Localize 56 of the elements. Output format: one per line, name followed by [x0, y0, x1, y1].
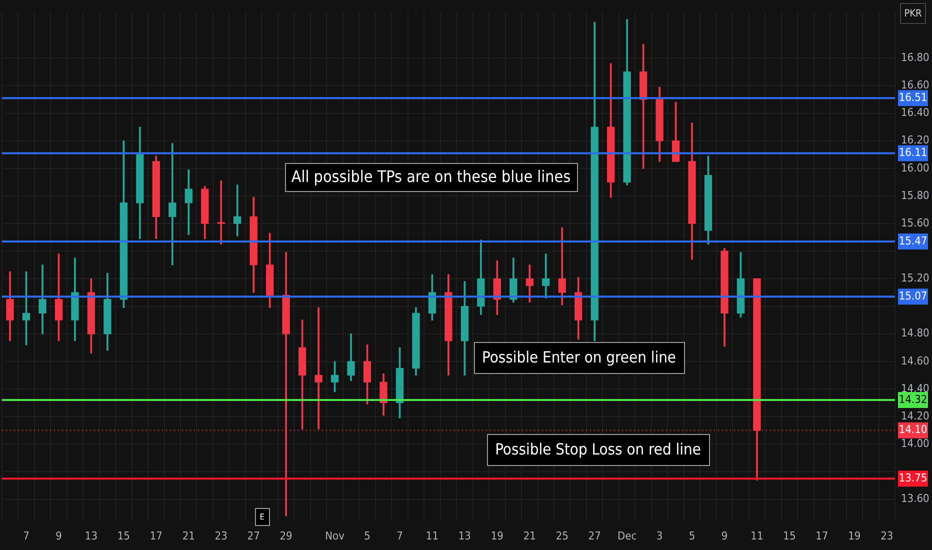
annotation: E	[260, 512, 265, 522]
x-tick-label: 15	[117, 529, 130, 542]
candlestick	[217, 180, 225, 245]
annotation: Possible Stop Loss on red line	[495, 440, 701, 459]
y-axis-title: PKR	[904, 8, 922, 20]
x-tick-label: 21	[182, 529, 195, 542]
x-tick-label: 11	[750, 529, 764, 542]
candlestick	[168, 143, 176, 266]
y-tick-label: 15.20	[901, 272, 930, 285]
x-tick-label: 29	[280, 529, 292, 542]
x-tick-label: 19	[490, 529, 504, 542]
y-tick-label: 16.80	[901, 50, 930, 64]
ref-line-label: 14.32	[898, 392, 928, 406]
annotation: All possible TPs are on these blue lines	[291, 167, 571, 186]
annotation: Possible Enter on green line	[482, 348, 676, 367]
x-tick-label: 7	[396, 529, 403, 542]
x-tick-label: 27	[588, 529, 601, 542]
y-tick-label: 16.60	[901, 78, 930, 92]
x-tick-label: 27	[247, 529, 260, 542]
y-tick-label: 14.60	[901, 354, 930, 368]
y-tick-label: 15.60	[901, 216, 930, 230]
y-tick-label: 14.40	[901, 382, 930, 395]
x-tick-label: 9	[721, 529, 728, 542]
x-tick-label: 25	[556, 529, 568, 542]
x-tick-label: 9	[56, 529, 62, 542]
x-tick-label: 13	[458, 529, 471, 542]
y-tick-label: 16.40	[901, 106, 930, 120]
x-tick-label: 3	[656, 529, 663, 542]
ref-line-label: 14.10	[898, 423, 928, 436]
y-tick-label: 16.20	[901, 134, 930, 147]
y-tick-label: 14.20	[901, 409, 930, 422]
x-tick-label: 11	[426, 529, 438, 542]
ref-line-label: 16.51	[898, 90, 928, 104]
x-tick-label: 13	[84, 529, 98, 542]
y-tick-label: 15.80	[901, 188, 930, 202]
candlestick	[234, 184, 242, 236]
ref-line-label: 16.11	[898, 146, 928, 160]
y-tick-label: 14.00	[901, 437, 930, 450]
ref-line-label: 15.47	[898, 234, 928, 248]
y-tick-label: 14.80	[901, 326, 930, 340]
y-tick-label: 13.60	[901, 492, 930, 506]
x-tick-label: 5	[364, 529, 370, 542]
x-tick-label: 7	[23, 529, 30, 542]
x-tick-label: 19	[848, 529, 861, 542]
x-tick-label: Dec	[617, 529, 637, 542]
x-tick-label: 17	[150, 529, 162, 542]
y-tick-label: 16.00	[901, 161, 930, 174]
x-tick-label: 23	[880, 529, 894, 542]
ref-line-label: 15.07	[898, 289, 928, 302]
x-tick-label: 23	[214, 529, 228, 542]
x-tick-label: 5	[688, 529, 696, 542]
x-tick-label: 17	[816, 529, 828, 542]
ref-line-label: 13.75	[898, 471, 928, 484]
x-tick-label: 21	[523, 529, 536, 542]
x-tick-label: 15	[783, 529, 796, 542]
x-tick-label: Nov	[325, 529, 345, 542]
